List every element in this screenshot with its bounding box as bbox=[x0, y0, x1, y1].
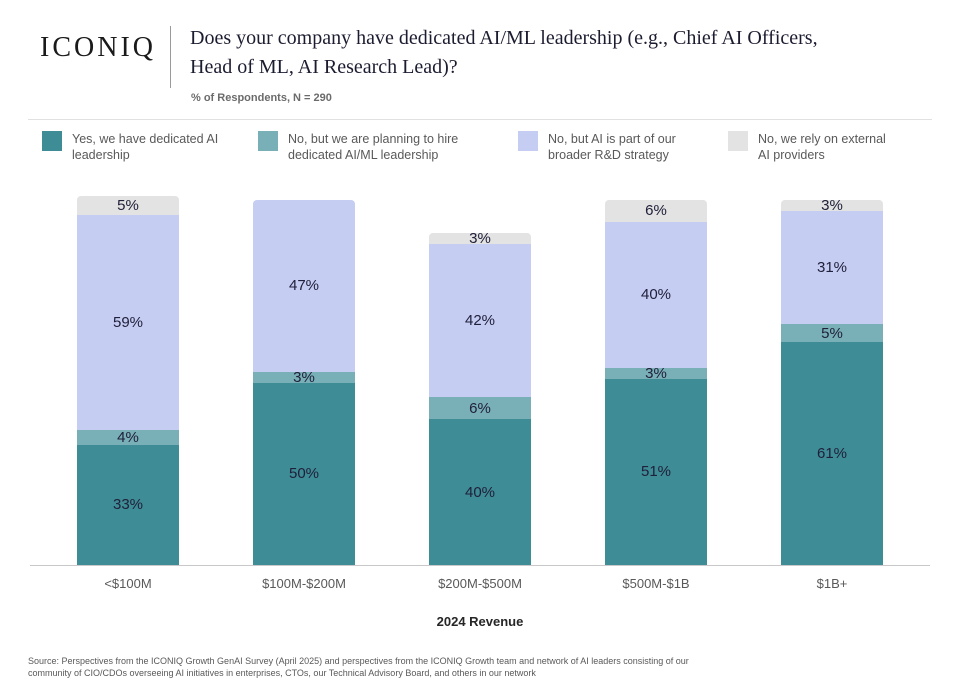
bar-stack: 3% 42% 6% 40% bbox=[429, 232, 531, 565]
segment-value-label: 47% bbox=[288, 277, 320, 295]
segment-value-label: 3% bbox=[469, 232, 491, 247]
segment-value-label: 5% bbox=[117, 196, 139, 214]
legend-swatch bbox=[518, 131, 538, 151]
bar-column-1: 5% 59% 4% 33% bbox=[77, 196, 179, 565]
bar-segment: 61% bbox=[781, 342, 883, 565]
bar-segment: 51% bbox=[605, 378, 707, 565]
segment-value-label: 33% bbox=[112, 496, 144, 514]
bar-segment: 5% bbox=[77, 196, 179, 215]
segment-value-label: 5% bbox=[821, 324, 843, 342]
bar-column-4: 6% 40% 3% 51% bbox=[605, 200, 707, 565]
segment-value-label: 40% bbox=[640, 286, 672, 304]
segment-value-label: 3% bbox=[645, 364, 667, 382]
legend-item-2: No, but we are planning to hire dedicate… bbox=[258, 131, 488, 164]
x-axis-category: $500M-$1B bbox=[622, 576, 690, 591]
bar-segment: 4% bbox=[77, 430, 179, 445]
bar-stack: 6% 40% 3% 51% bbox=[605, 200, 707, 565]
legend-swatch bbox=[258, 131, 278, 151]
bar-stack: 3% 31% 5% 61% bbox=[781, 200, 883, 565]
bar-segment: 42% bbox=[429, 243, 531, 398]
legend-label: No, but AI is part of our broader R&D st… bbox=[548, 132, 676, 163]
iconiq-logo: ICONIQ bbox=[40, 32, 156, 63]
legend-label: No, we rely on external AI providers bbox=[758, 132, 886, 163]
segment-value-label: 59% bbox=[112, 313, 144, 331]
bar-segment: 3% bbox=[429, 232, 531, 247]
bar-segment: 3% bbox=[605, 364, 707, 382]
bar-segment: 40% bbox=[605, 221, 707, 368]
segment-value-label: 3% bbox=[821, 200, 843, 214]
legend-swatch bbox=[42, 131, 62, 151]
bar-column-3: 3% 42% 6% 40% bbox=[429, 232, 531, 565]
bar-segment: 50% bbox=[253, 382, 355, 565]
bar-column-2: 47% 3% 50% bbox=[253, 200, 355, 565]
segment-value-label: 6% bbox=[645, 202, 667, 220]
bar-stack: 5% 59% 4% 33% bbox=[77, 196, 179, 565]
legend-item-1: Yes, we have dedicated AI leadership bbox=[42, 131, 232, 164]
bar-segment: 6% bbox=[429, 397, 531, 419]
x-axis-category: $200M-$500M bbox=[438, 576, 522, 591]
bar-column-5: 3% 31% 5% 61% bbox=[781, 200, 883, 565]
header-divider bbox=[170, 26, 171, 88]
header-rule bbox=[28, 119, 932, 120]
bar-segment: 6% bbox=[605, 200, 707, 222]
segment-value-label: 31% bbox=[816, 258, 848, 276]
segment-value-label: 40% bbox=[464, 483, 496, 501]
legend-label: No, but we are planning to hire dedicate… bbox=[288, 132, 459, 163]
bar-segment: 3% bbox=[781, 200, 883, 214]
segment-value-label: 51% bbox=[640, 463, 672, 481]
bar-stack: 47% 3% 50% bbox=[253, 200, 355, 565]
segment-value-label: 61% bbox=[816, 445, 848, 463]
segment-value-label: 4% bbox=[117, 428, 139, 446]
bar-segment: 40% bbox=[429, 419, 531, 565]
x-axis-category: $1B+ bbox=[816, 576, 848, 591]
bar-segment: 3% bbox=[253, 368, 355, 386]
legend-swatch bbox=[728, 131, 748, 151]
segment-value-label: 42% bbox=[464, 311, 496, 329]
legend-item-4: No, we rely on external AI providers bbox=[728, 131, 898, 164]
source-note: Source: Perspectives from the ICONIQ Gro… bbox=[28, 656, 689, 679]
segment-value-label: 6% bbox=[469, 399, 491, 417]
x-axis-line bbox=[30, 565, 930, 566]
x-axis-category: $100M-$200M bbox=[262, 576, 346, 591]
chart-subtitle: % of Respondents, N = 290 bbox=[191, 92, 332, 104]
legend-item-3: No, but AI is part of our broader R&D st… bbox=[518, 131, 713, 164]
bar-segment: 5% bbox=[781, 324, 883, 343]
legend-label: Yes, we have dedicated AI leadership bbox=[72, 132, 219, 163]
bar-segment: 47% bbox=[253, 200, 355, 372]
bar-segment: 31% bbox=[781, 210, 883, 325]
bar-segment: 59% bbox=[77, 214, 179, 430]
bar-segment: 33% bbox=[77, 444, 179, 565]
chart-title: Does your company have dedicated AI/ML l… bbox=[190, 27, 818, 78]
x-axis-category: <$100M bbox=[104, 576, 152, 591]
segment-value-label: 3% bbox=[293, 368, 315, 386]
bars-row: 5% 59% 4% 33% 47% 3% 50% 3% 42% 6% 40% 6% 40% 3% 51% 3%… bbox=[40, 185, 920, 565]
x-axis-title: 2024 Revenue bbox=[436, 614, 524, 629]
x-axis-labels: <$100M $100M-$200M $200M-$500M $500M-$1B $1B… bbox=[40, 576, 920, 591]
segment-value-label: 50% bbox=[288, 465, 320, 483]
